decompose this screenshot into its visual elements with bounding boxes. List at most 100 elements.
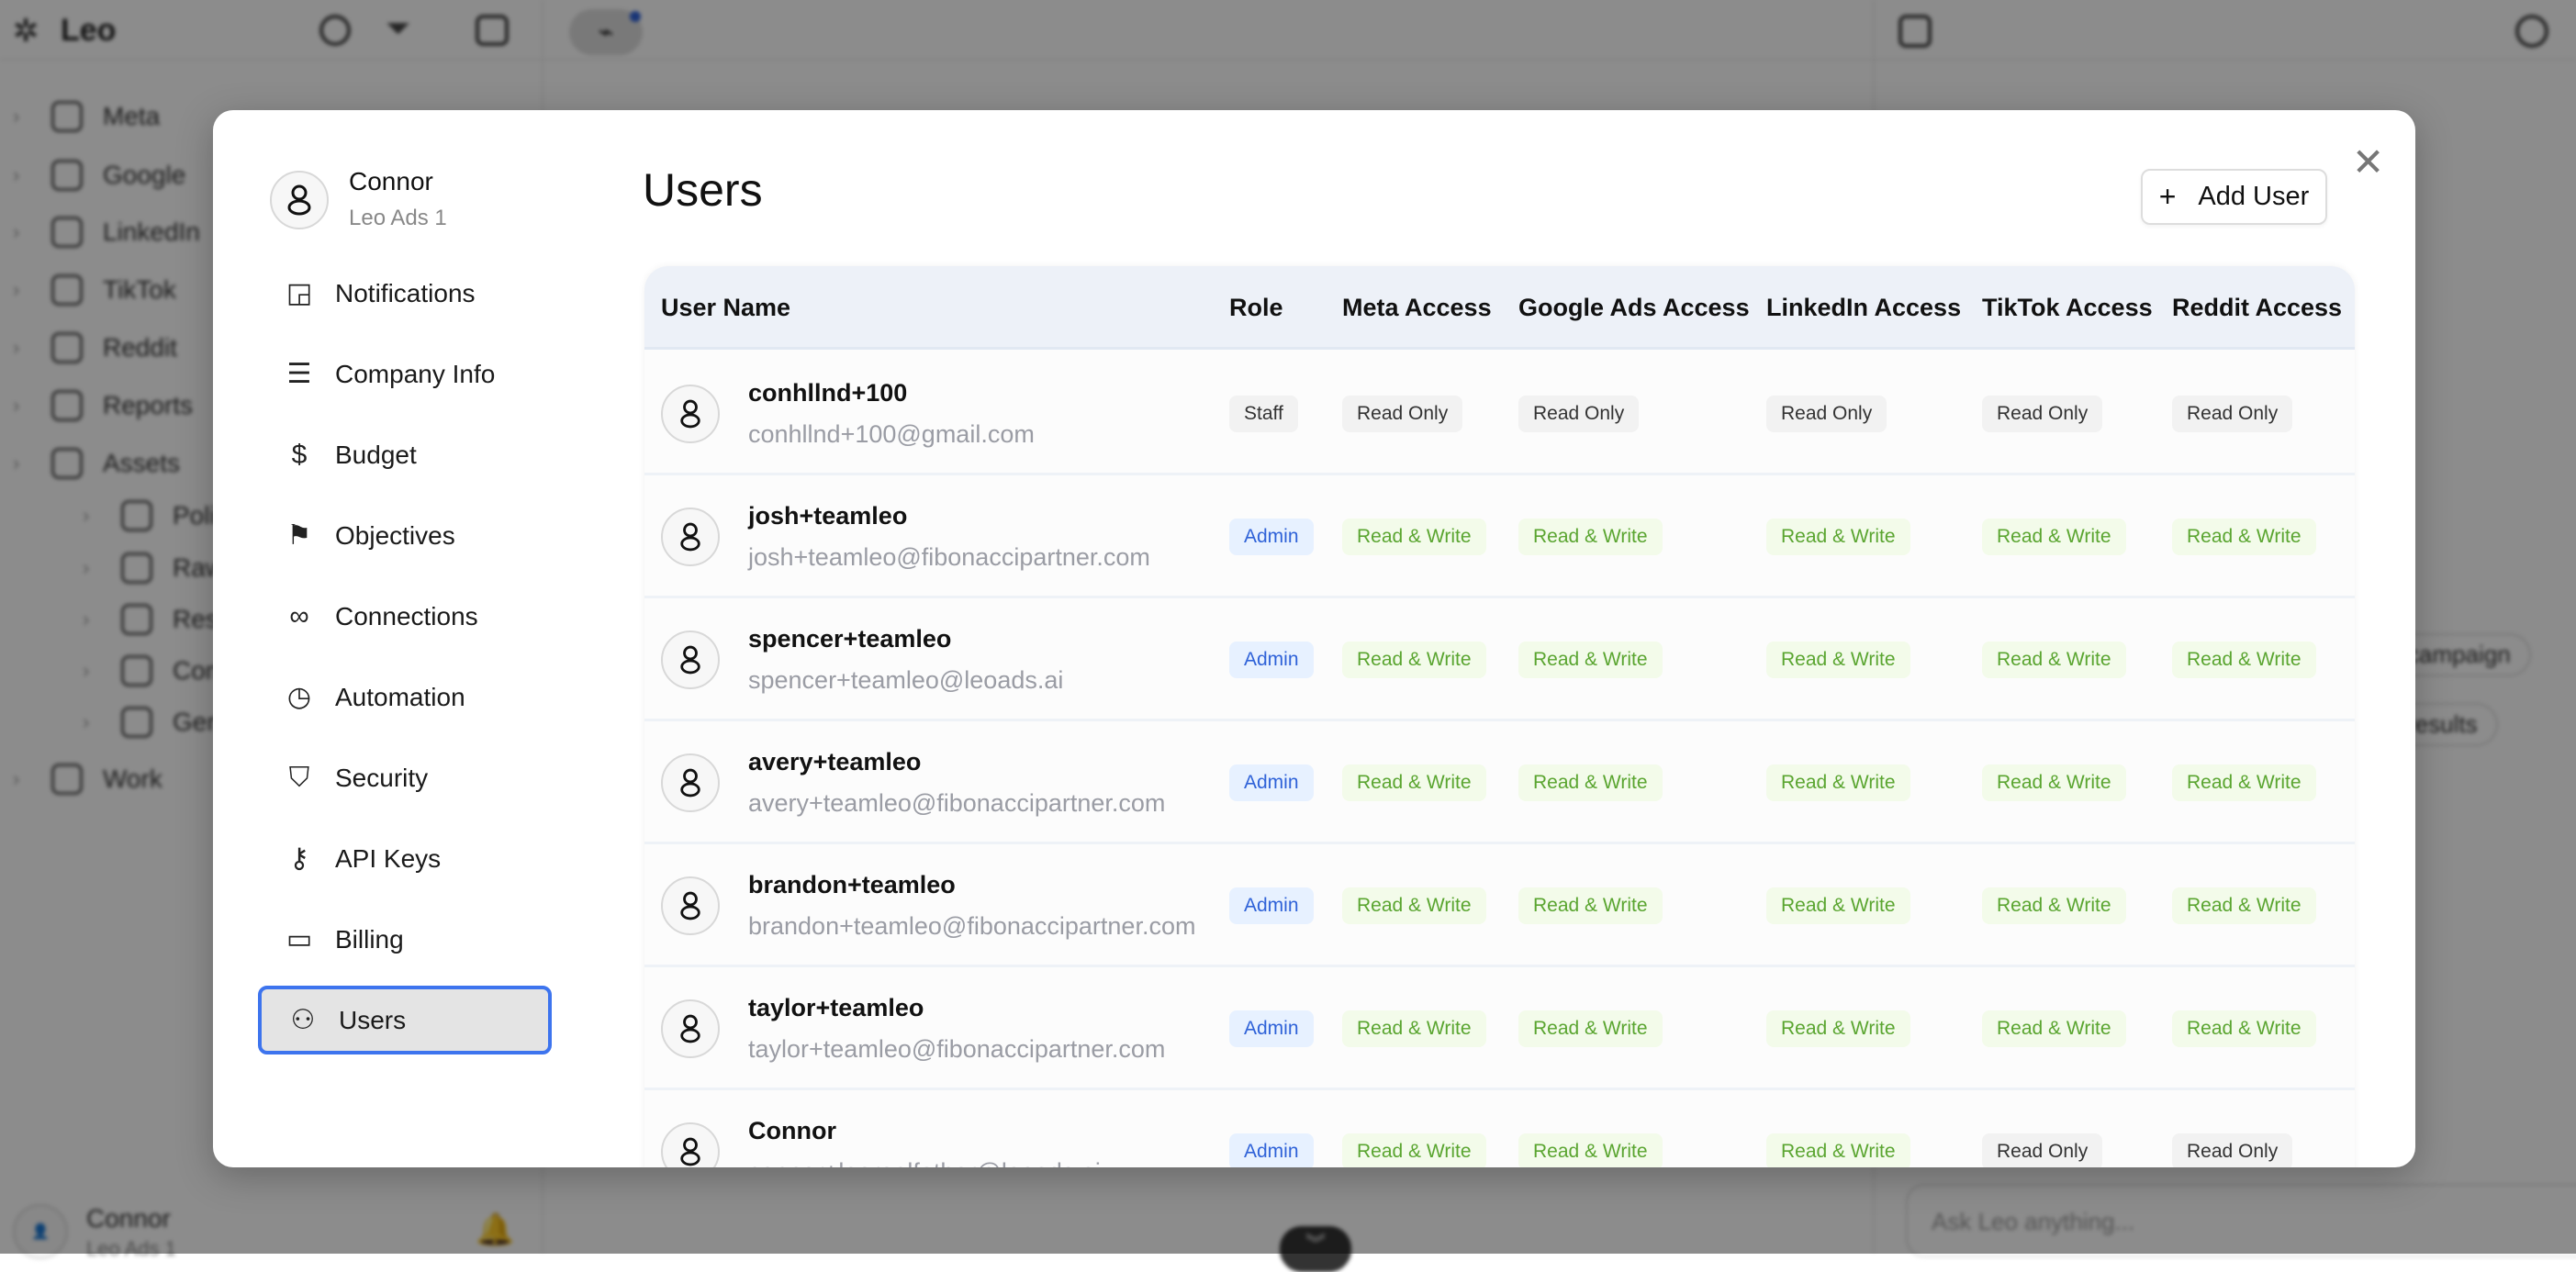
- access-badge[interactable]: Read & Write: [2172, 642, 2316, 678]
- nav-item-billing[interactable]: ▭ Billing: [258, 905, 552, 974]
- search-icon[interactable]: [319, 15, 351, 46]
- user-email: conhllnd+100@gmail.com: [748, 420, 1035, 448]
- page-title: Users: [643, 164, 763, 216]
- chevron-right-icon: ›: [83, 608, 90, 630]
- user-email: taylor+teamleo@fibonaccipartner.com: [748, 1035, 1166, 1063]
- sidebar-item[interactable]: › LinkedIn: [13, 217, 200, 248]
- sidebar-item[interactable]: › Assets: [13, 448, 180, 479]
- close-icon[interactable]: ✕: [2352, 140, 2385, 184]
- edit-icon[interactable]: [1898, 15, 1932, 48]
- column-header: Role: [1229, 294, 1283, 321]
- access-badge[interactable]: Read & Write: [2172, 764, 2316, 801]
- nav-item-connections[interactable]: ∞ Connections: [258, 582, 552, 651]
- notification-dot: [630, 11, 641, 22]
- sidebar-item-label: Assets: [103, 449, 181, 477]
- nav-item-label: Security: [335, 763, 429, 792]
- access-badge[interactable]: Read Only: [1342, 396, 1463, 432]
- access-badge[interactable]: Read & Write: [1766, 887, 1910, 924]
- access-badge[interactable]: Read & Write: [1518, 1133, 1663, 1167]
- platform-icon: [51, 217, 83, 248]
- table-row[interactable]: Connor connor+leorealfather@leoads.ai Admi…: [644, 1090, 2355, 1167]
- role-badge[interactable]: Admin: [1229, 1010, 1314, 1047]
- access-badge[interactable]: Read & Write: [1766, 764, 1910, 801]
- nav-item-label: Users: [339, 1005, 407, 1034]
- access-badge[interactable]: Read & Write: [1342, 764, 1486, 801]
- access-badge[interactable]: Read Only: [1518, 396, 1640, 432]
- access-badge[interactable]: Read & Write: [1342, 519, 1486, 555]
- nav-item-api-keys[interactable]: ⚷ API Keys: [258, 824, 552, 893]
- suggestion-chip[interactable]: results: [2387, 703, 2498, 746]
- nav-item-notifications[interactable]: ◲ Notifications: [258, 259, 552, 328]
- nav-item-objectives[interactable]: ⚑ Objectives: [258, 501, 552, 570]
- column-header: Google Ads Access: [1518, 294, 1750, 321]
- role-badge[interactable]: Admin: [1229, 519, 1314, 555]
- access-badge[interactable]: Read & Write: [1982, 519, 2126, 555]
- user-email: brandon+teamleo@fibonaccipartner.com: [748, 912, 1196, 940]
- sidebar-item-label: Google: [103, 161, 186, 189]
- access-badge[interactable]: Read & Write: [1342, 642, 1486, 678]
- role-badge[interactable]: Staff: [1229, 396, 1298, 432]
- access-badge[interactable]: Read Only: [1982, 396, 2103, 432]
- access-badge[interactable]: Read & Write: [1766, 1010, 1910, 1047]
- nav-item-security[interactable]: ⛉ Security: [258, 743, 552, 812]
- nav-item-automation[interactable]: ◷ Automation: [258, 663, 552, 731]
- table-row[interactable]: taylor+teamleo taylor+teamleo@fibonaccipa…: [644, 967, 2355, 1090]
- nav-item-company-info[interactable]: ☰ Company Info: [258, 340, 552, 408]
- history-icon[interactable]: [2515, 15, 2548, 48]
- nav-item-label: Automation: [335, 682, 465, 711]
- user-email: josh+teamleo@fibonaccipartner.com: [748, 543, 1150, 571]
- table-row[interactable]: brandon+teamleo brandon+teamleo@fibonacci…: [644, 844, 2355, 967]
- access-badge[interactable]: Read & Write: [1518, 764, 1663, 801]
- nav-item-users[interactable]: ⚇ Users: [258, 986, 552, 1054]
- access-badge[interactable]: Read & Write: [1982, 642, 2126, 678]
- access-badge[interactable]: Read & Write: [1518, 519, 1663, 555]
- access-badge[interactable]: Read & Write: [1518, 642, 1663, 678]
- sidebar-item[interactable]: › Reports: [13, 390, 193, 421]
- sidebar-item[interactable]: › Reddit: [13, 332, 177, 363]
- access-badge[interactable]: Read Only: [2172, 1133, 2293, 1167]
- sidebar-item[interactable]: › Google: [13, 160, 185, 191]
- access-badge[interactable]: Read Only: [1982, 1133, 2103, 1167]
- access-badge[interactable]: Read Only: [1766, 396, 1887, 432]
- access-badge[interactable]: Read & Write: [1342, 887, 1486, 924]
- role-badge[interactable]: Admin: [1229, 764, 1314, 801]
- access-badge[interactable]: Read Only: [2172, 396, 2293, 432]
- access-badge[interactable]: Read & Write: [2172, 887, 2316, 924]
- access-badge[interactable]: Read & Write: [1766, 519, 1910, 555]
- table-row[interactable]: avery+teamleo avery+teamleo@fibonaccipart…: [644, 721, 2355, 844]
- filter-icon[interactable]: ⏷: [386, 11, 411, 46]
- role-badge[interactable]: Admin: [1229, 642, 1314, 678]
- footer-avatar[interactable]: 👤: [13, 1204, 68, 1259]
- role-badge[interactable]: Admin: [1229, 1133, 1314, 1167]
- collapse-sidebar-icon[interactable]: [476, 15, 509, 46]
- chevron-right-icon: ›: [13, 336, 20, 359]
- add-user-button[interactable]: + Add User: [2141, 169, 2327, 225]
- column-header: TikTok Access: [1982, 294, 2153, 321]
- access-badge[interactable]: Read & Write: [1766, 1133, 1910, 1167]
- access-badge[interactable]: Read & Write: [1342, 1010, 1486, 1047]
- access-badge[interactable]: Read & Write: [1342, 1133, 1486, 1167]
- access-badge[interactable]: Read & Write: [1982, 764, 2126, 801]
- table-row[interactable]: josh+teamleo josh+teamleo@fibonaccipartne…: [644, 475, 2355, 598]
- table-row[interactable]: conhllnd+100 conhllnd+100@gmail.com Staff R…: [644, 352, 2355, 475]
- access-badge[interactable]: Read & Write: [1766, 642, 1910, 678]
- access-badge[interactable]: Read & Write: [1982, 887, 2126, 924]
- access-badge[interactable]: Read & Write: [2172, 519, 2316, 555]
- sidebar-item[interactable]: › TikTok: [13, 274, 176, 306]
- access-badge[interactable]: Read & Write: [1518, 1010, 1663, 1047]
- bell-icon[interactable]: 🔔: [476, 1212, 515, 1247]
- sidebar-item[interactable]: › Meta: [13, 101, 160, 132]
- access-badge[interactable]: Read & Write: [2172, 1010, 2316, 1047]
- table-row[interactable]: spencer+teamleo spencer+teamleo@leoads.ai…: [644, 598, 2355, 721]
- timer-icon: ◷: [286, 682, 312, 712]
- suggestion-chip[interactable]: campaign: [2387, 633, 2531, 676]
- flag-icon: ⚑: [286, 520, 312, 551]
- access-badge[interactable]: Read & Write: [1982, 1010, 2126, 1047]
- access-badge[interactable]: Read & Write: [1518, 887, 1663, 924]
- role-badge[interactable]: Admin: [1229, 887, 1314, 924]
- platform-icon: [121, 707, 152, 738]
- add-user-label: Add User: [2198, 182, 2310, 211]
- platform-icon: [121, 655, 152, 686]
- nav-item-budget[interactable]: $ Budget: [258, 420, 552, 489]
- sidebar-item[interactable]: › Work: [13, 764, 162, 795]
